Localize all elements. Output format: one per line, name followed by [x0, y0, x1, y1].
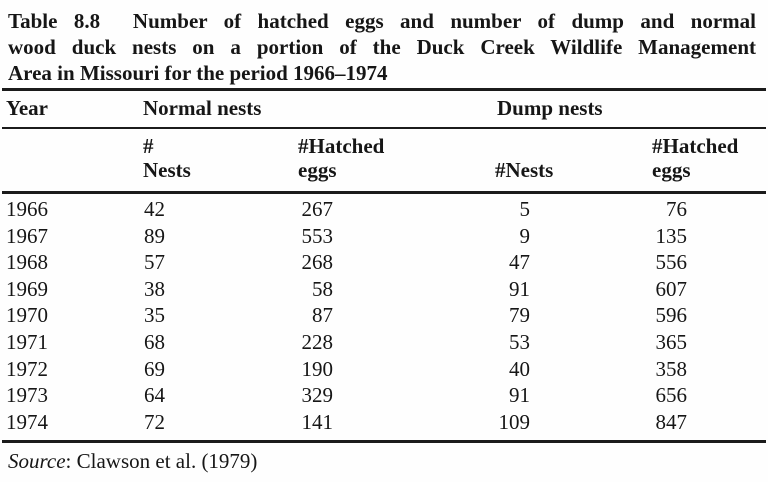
cell-dump-nests: 91 [509, 277, 530, 301]
subheader-normal-nests-count: # Nests [143, 134, 191, 182]
cell-normal-hatched: 553 [301, 224, 334, 248]
cell-dump-nests: 40 [509, 357, 530, 381]
cell-normal-nests: 38 [144, 277, 165, 301]
cell-dump-hatched: 596 [655, 303, 688, 327]
cell-year: 1969 [6, 277, 48, 301]
table-row: 1966 42 267 5 76 [0, 196, 768, 223]
cell-dump-nests: 79 [509, 303, 530, 327]
cell-dump-nests: 53 [509, 330, 530, 354]
source-citation: : Clawson et al. (1979) [65, 449, 258, 473]
table-bottom-rule [2, 440, 766, 443]
cell-normal-nests: 68 [144, 330, 165, 354]
cell-dump-hatched: 365 [655, 330, 688, 354]
cell-normal-nests: 64 [144, 383, 165, 407]
cell-dump-nests: 47 [509, 250, 530, 274]
cell-dump-hatched: 135 [655, 224, 688, 248]
cell-year: 1970 [6, 303, 48, 327]
title-line-1: Table 8.8 Number of hatched eggs and num… [8, 9, 756, 33]
header-dump-nests: Dump nests [497, 96, 603, 120]
table-row: 1973 64 329 91 656 [0, 382, 768, 409]
subheader-divider-rule [2, 191, 766, 194]
source-line: Source: Clawson et al. (1979) [8, 448, 257, 475]
cell-dump-hatched: 607 [655, 277, 688, 301]
cell-dump-nests: 9 [519, 224, 531, 248]
subheader-dump-nests-count: #Nests [495, 158, 554, 182]
cell-year: 1973 [6, 383, 48, 407]
table-row: 1967 89 553 9 135 [0, 223, 768, 250]
cell-dump-nests: 5 [519, 197, 531, 221]
cell-normal-hatched: 58 [312, 277, 333, 301]
table-row: 1974 72 141 109 847 [0, 409, 768, 436]
table-title: Table 8.8 Number of hatched eggs and num… [8, 8, 756, 86]
cell-normal-hatched: 228 [301, 330, 334, 354]
header-year: Year [6, 96, 48, 120]
table-row: 1968 57 268 47 556 [0, 249, 768, 276]
cell-year: 1967 [6, 224, 48, 248]
cell-normal-nests: 72 [144, 410, 165, 434]
cell-normal-nests: 69 [144, 357, 165, 381]
table-row: 1972 69 190 40 358 [0, 356, 768, 383]
cell-normal-nests: 57 [144, 250, 165, 274]
cell-normal-nests: 35 [144, 303, 165, 327]
cell-normal-hatched: 87 [312, 303, 333, 327]
cell-year: 1968 [6, 250, 48, 274]
cell-normal-hatched: 268 [301, 250, 334, 274]
cell-normal-hatched: 190 [301, 357, 334, 381]
header-normal-nests: Normal nests [143, 96, 262, 120]
cell-year: 1974 [6, 410, 48, 434]
subheader-dump-hatched-eggs: #Hatched eggs [652, 134, 739, 182]
cell-dump-nests: 109 [498, 410, 531, 434]
header-divider-rule [2, 127, 766, 129]
cell-dump-hatched: 556 [655, 250, 688, 274]
cell-dump-hatched: 656 [655, 383, 688, 407]
table-top-rule [2, 88, 766, 91]
source-label: Source [8, 449, 66, 473]
cell-year: 1966 [6, 197, 48, 221]
cell-dump-nests: 91 [509, 383, 530, 407]
cell-normal-nests: 89 [144, 224, 165, 248]
cell-year: 1972 [6, 357, 48, 381]
group-header-row: Year Normal nests Dump nests [0, 95, 768, 123]
cell-year: 1971 [6, 330, 48, 354]
cell-dump-hatched: 76 [666, 197, 687, 221]
cell-normal-hatched: 267 [301, 197, 334, 221]
table-row: 1970 35 87 79 596 [0, 302, 768, 329]
cell-dump-hatched: 358 [655, 357, 688, 381]
table-row: 1971 68 228 53 365 [0, 329, 768, 356]
cell-dump-hatched: 847 [655, 410, 688, 434]
title-line-3: Area in Missouri for the period 1966–197… [8, 61, 388, 85]
cell-normal-nests: 42 [144, 197, 165, 221]
title-line-2: wood duck nests on a portion of the Duck… [8, 35, 756, 59]
cell-normal-hatched: 329 [301, 383, 334, 407]
subheader-normal-hatched-eggs: #Hatched eggs [298, 134, 385, 182]
table-row: 1969 38 58 91 607 [0, 276, 768, 303]
cell-normal-hatched: 141 [301, 410, 334, 434]
